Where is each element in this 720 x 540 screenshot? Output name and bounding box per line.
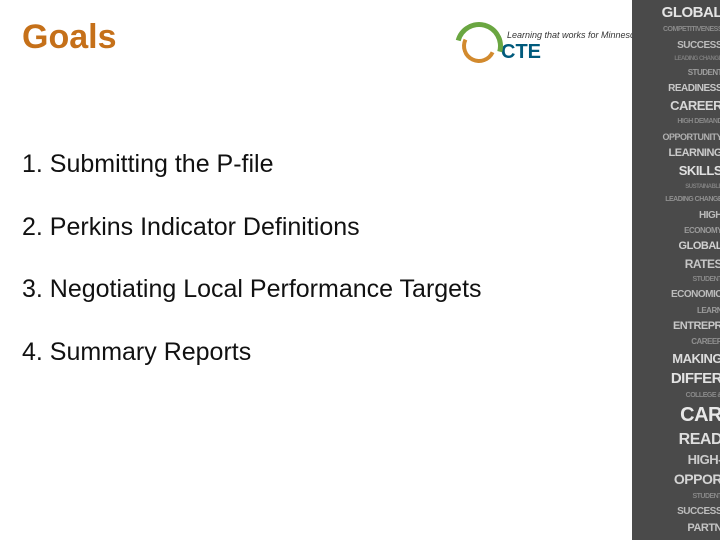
word-cloud-word: STUDENT [632,69,720,77]
word-cloud-word: GLOBAL [632,241,720,251]
word-cloud-word: HIGH [632,211,720,221]
word-cloud-word: LEADING CHANGE [632,197,720,204]
word-cloud-word: READINESS [632,84,720,94]
list-item: 1. Submitting the P-file [22,148,582,181]
list-item: 2. Perkins Indicator Definitions [22,211,582,244]
word-cloud-word: PARTN [632,523,720,533]
slide: Goals Learning that works for Minnesota … [0,0,720,540]
word-cloud-word: OPPORTUNITY [632,133,720,142]
logo-arc-icon [455,22,503,70]
word-cloud-word: CAR [632,406,720,425]
word-cloud-word: OPPOR [632,473,720,486]
word-cloud-word: MAKING [632,353,720,365]
word-cloud-word: COLLEGE & [632,393,720,400]
word-cloud-word: GLOBAL [632,6,720,20]
logo-text: CTE [501,42,643,62]
word-cloud-word: SUCCESS [632,41,720,51]
word-cloud-word: READ [632,432,720,447]
word-cloud-word: SUCCESS [632,507,720,517]
word-cloud-word: SUSTAINABLE [632,185,720,191]
word-cloud-word: CAREER [632,338,720,346]
word-cloud-word: ECONOMY [632,227,720,235]
list-item: 3. Negotiating Local Performance Targets [22,273,582,306]
word-cloud-word: SKILLS [632,165,720,177]
side-word-strip: GLOBAL COMPETITIVENESS SUCCESS LEADING CHAN… [632,0,720,540]
word-cloud-word: HIGH DEMAND [632,119,720,126]
word-cloud-word: LEADING CHANGE [632,57,720,63]
list-item: 4. Summary Reports [22,336,582,369]
word-cloud-word: RATES [632,259,720,270]
word-cloud-word: ENTREPR [632,321,720,331]
slide-title: Goals [22,18,116,57]
goals-list: 1. Submitting the P-file 2. Perkins Indi… [22,148,582,398]
logo-tagline: Learning that works for Minnesota [507,30,643,40]
word-cloud-word: STUDENT [632,494,720,501]
logo-text-wrap: Learning that works for Minnesota CTE [507,30,643,62]
word-cloud-word: DIFFER [632,372,720,386]
word-cloud-word: STUDENT [632,277,720,284]
word-cloud-word: LEARNING [632,148,720,158]
word-cloud-word: CAREER [632,100,720,112]
word-cloud-word: COMPETITIVENESS [632,27,720,34]
word-cloud-word: LEARN [632,307,720,315]
word-cloud-word: HIGH- [632,454,720,466]
word-cloud-word: ECONOMIC [632,290,720,300]
